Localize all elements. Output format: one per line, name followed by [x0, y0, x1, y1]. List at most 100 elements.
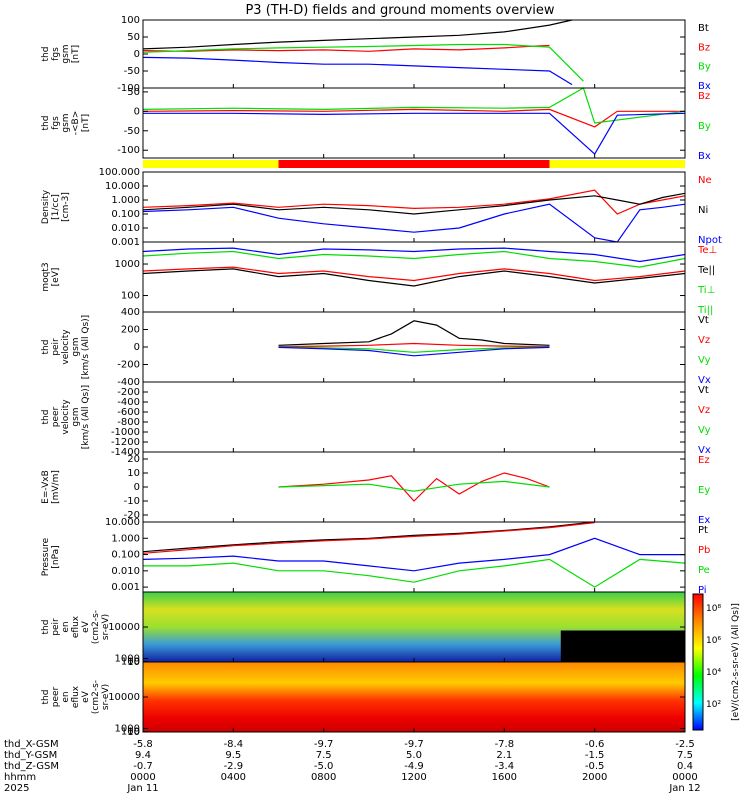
- y-axis-label: [1/cc]: [51, 194, 61, 220]
- y-axis-label: [km/s (All Qs)]: [81, 315, 91, 379]
- y-axis-label: peir: [51, 618, 61, 636]
- y-tick-label: -600: [117, 407, 140, 418]
- y-tick-label: -20: [124, 510, 140, 521]
- y-tick-label: -200: [117, 387, 140, 398]
- y-axis-label: Density: [41, 189, 51, 224]
- legend-entry: Ne: [698, 175, 712, 186]
- y-axis-label: velocity: [61, 329, 71, 365]
- y-tick-label: 0: [134, 106, 140, 117]
- panel-peir_velocity: 400 200 0 -200 -400 thd peir velocity gsm [km/s (…: [41, 307, 711, 388]
- series-line-Pb: [142, 522, 595, 554]
- y-tick-label: 50: [127, 32, 140, 43]
- y-tick-label: 0.010: [111, 223, 140, 234]
- y-tick-label: 10.000: [105, 181, 140, 192]
- y-axis-label: thd: [41, 47, 51, 62]
- panel-temperature: 1000 100 moqt3 [eV] Te⊥ Te|| Ti⊥ Ti||: [41, 241, 717, 316]
- y-tick-label: 10000: [108, 692, 140, 703]
- panel-pressure: 10.000 1.000 0.100 0.010 0.001 Pressure [nPa] P…: [41, 517, 710, 596]
- panel-peer_velocity: -200-400-600-800-1000-1200-1400 thd peer ve…: [41, 381, 711, 458]
- spectrogram-fill-black: [560, 630, 685, 662]
- y-axis-label: fgs: [51, 47, 61, 61]
- y-tick-label: 0: [134, 482, 140, 493]
- y-tick-label: -10: [124, 496, 140, 507]
- x-row-value: 2000: [582, 772, 607, 783]
- legend-entry: Ti||: [697, 305, 713, 316]
- panel-frame: [142, 171, 686, 243]
- panel-frame: [142, 241, 686, 313]
- y-tick-label: 100: [121, 727, 140, 738]
- series-line-Ez: [278, 472, 550, 502]
- y-axis-label: (cm2-s-: [91, 610, 101, 644]
- series-line-By: [142, 87, 686, 124]
- legend-entry: By: [698, 62, 711, 73]
- y-axis-label: [nPa]: [51, 545, 61, 568]
- series-line-Ey: [278, 480, 550, 492]
- series-line-Ti||: [142, 250, 686, 268]
- x-row-value: -7.8: [495, 739, 515, 750]
- y-axis-label: thd: [41, 340, 51, 355]
- y-axis-label: gsm: [71, 407, 81, 426]
- y-tick-label: 10: [127, 657, 140, 668]
- series-line-Vt: [278, 320, 550, 346]
- y-axis-label: E=-VxB: [41, 470, 51, 504]
- x-row-value: 1200: [401, 772, 426, 783]
- plot-title: P3 (TH-D) fields and ground moments over…: [245, 3, 554, 18]
- colorbar-tick-label: 10⁴: [706, 668, 721, 678]
- y-tick-label: 0: [134, 342, 140, 353]
- series-line-Te||: [142, 268, 686, 287]
- legend-entry: Bx: [698, 81, 711, 92]
- y-tick-label: 10: [127, 468, 140, 479]
- panel-frame: [142, 451, 686, 523]
- legend-entry: Vt: [698, 315, 709, 326]
- y-axis-label: peer: [51, 406, 61, 427]
- legend-entry: Vy: [698, 425, 711, 436]
- legend-entry: Pt: [698, 525, 708, 536]
- x-row-value: -4.9: [404, 761, 424, 772]
- y-axis-label: thd: [41, 690, 51, 705]
- y-tick-label: 1.000: [111, 195, 140, 206]
- x-row-value: -9.7: [404, 739, 424, 750]
- x-row-value: -3.4: [495, 761, 515, 772]
- x-row-value: -0.6: [585, 739, 605, 750]
- legend-entry: Te⊥: [697, 245, 717, 256]
- series-line-Vx: [278, 346, 550, 357]
- series-line-Bt: [142, 19, 573, 50]
- y-axis-label: Pressure: [41, 537, 51, 576]
- series-line-Ni: [142, 192, 686, 215]
- x-row-value: 0.4: [677, 761, 693, 772]
- x-row-value: 7.5: [316, 750, 332, 761]
- y-tick-label: 100: [121, 291, 140, 302]
- y-axis-label: fgs: [51, 116, 61, 130]
- series-line-Bx: [143, 112, 686, 156]
- y-axis-label: gsm: [61, 44, 71, 63]
- panel-density: 100.000 10.000 1.000 0.100 0.010 0.001 Density…: [41, 167, 722, 248]
- series-line-Pe: [143, 558, 686, 588]
- legend-entry: Vz: [698, 405, 710, 416]
- panel-frame: [142, 87, 686, 159]
- x-row-value: 0400: [221, 772, 246, 783]
- y-axis-label: thd: [41, 410, 51, 425]
- legend-entry: Bt: [698, 23, 709, 34]
- series-line-Bz: [142, 44, 550, 52]
- y-axis-label: sr-eV): [101, 614, 111, 640]
- y-axis-label: velocity: [61, 399, 71, 435]
- legend-entry: Te||: [697, 265, 715, 276]
- y-axis-label: moqt3: [41, 262, 51, 291]
- panel-frame: [142, 381, 686, 453]
- series-line-Bx: [142, 56, 573, 86]
- y-tick-label: -400: [117, 397, 140, 408]
- series-line-By: [142, 43, 584, 82]
- x-row-value: 9.5: [225, 750, 241, 761]
- legend-entry: Npot: [698, 235, 722, 246]
- mode-bar-segment: [549, 160, 685, 168]
- y-tick-label: 20: [127, 454, 140, 465]
- series-line-Vy: [278, 346, 550, 353]
- x-row-value: -9.7: [314, 739, 334, 750]
- panel-frame: [142, 311, 686, 383]
- y-tick-label: -400: [117, 377, 140, 388]
- y-axis-label: [eV]: [51, 268, 61, 287]
- x-row-value: -0.5: [585, 761, 605, 772]
- y-tick-label: -800: [117, 417, 140, 428]
- x-row-value: 9.4: [135, 750, 151, 761]
